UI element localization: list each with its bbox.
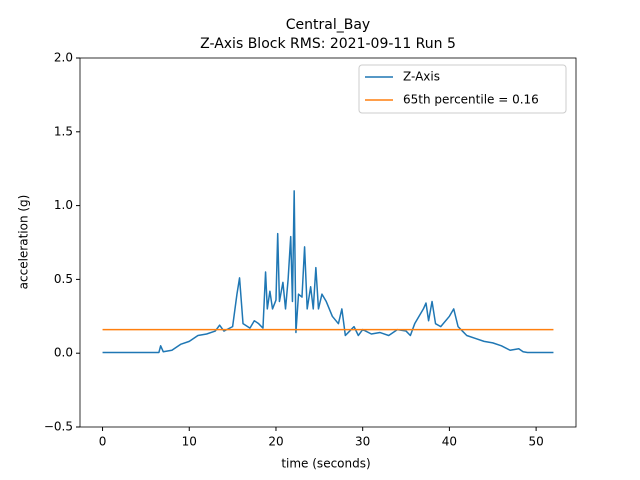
y-tick-label: 0.0	[54, 346, 73, 360]
x-tick-label: 50	[528, 435, 543, 449]
y-tick-label: 1.5	[54, 124, 73, 138]
legend-label: 65th percentile = 0.16	[403, 93, 539, 107]
x-tick-label: 0	[99, 435, 107, 449]
y-tick-label: 1.0	[54, 198, 73, 212]
series-line	[102, 190, 554, 354]
y-axis-label: acceleration (g)	[17, 195, 31, 290]
legend-box	[358, 64, 567, 114]
x-tick-label: 40	[442, 435, 457, 449]
chart-title: Central_Bay	[286, 17, 370, 33]
y-tick-label: −0.5	[44, 420, 73, 434]
y-tick-label: 0.5	[54, 272, 73, 286]
plot-frame	[79, 57, 577, 428]
x-tick-label: 20	[268, 435, 283, 449]
x-tick-label: 30	[355, 435, 370, 449]
x-tick-label: 10	[182, 435, 197, 449]
chart-subtitle: Z-Axis Block RMS: 2021-09-11 Run 5	[200, 36, 456, 52]
legend-label: Z-Axis	[403, 70, 440, 84]
x-axis-label: time (seconds)	[281, 457, 370, 471]
y-tick-label: 2.0	[54, 51, 73, 65]
